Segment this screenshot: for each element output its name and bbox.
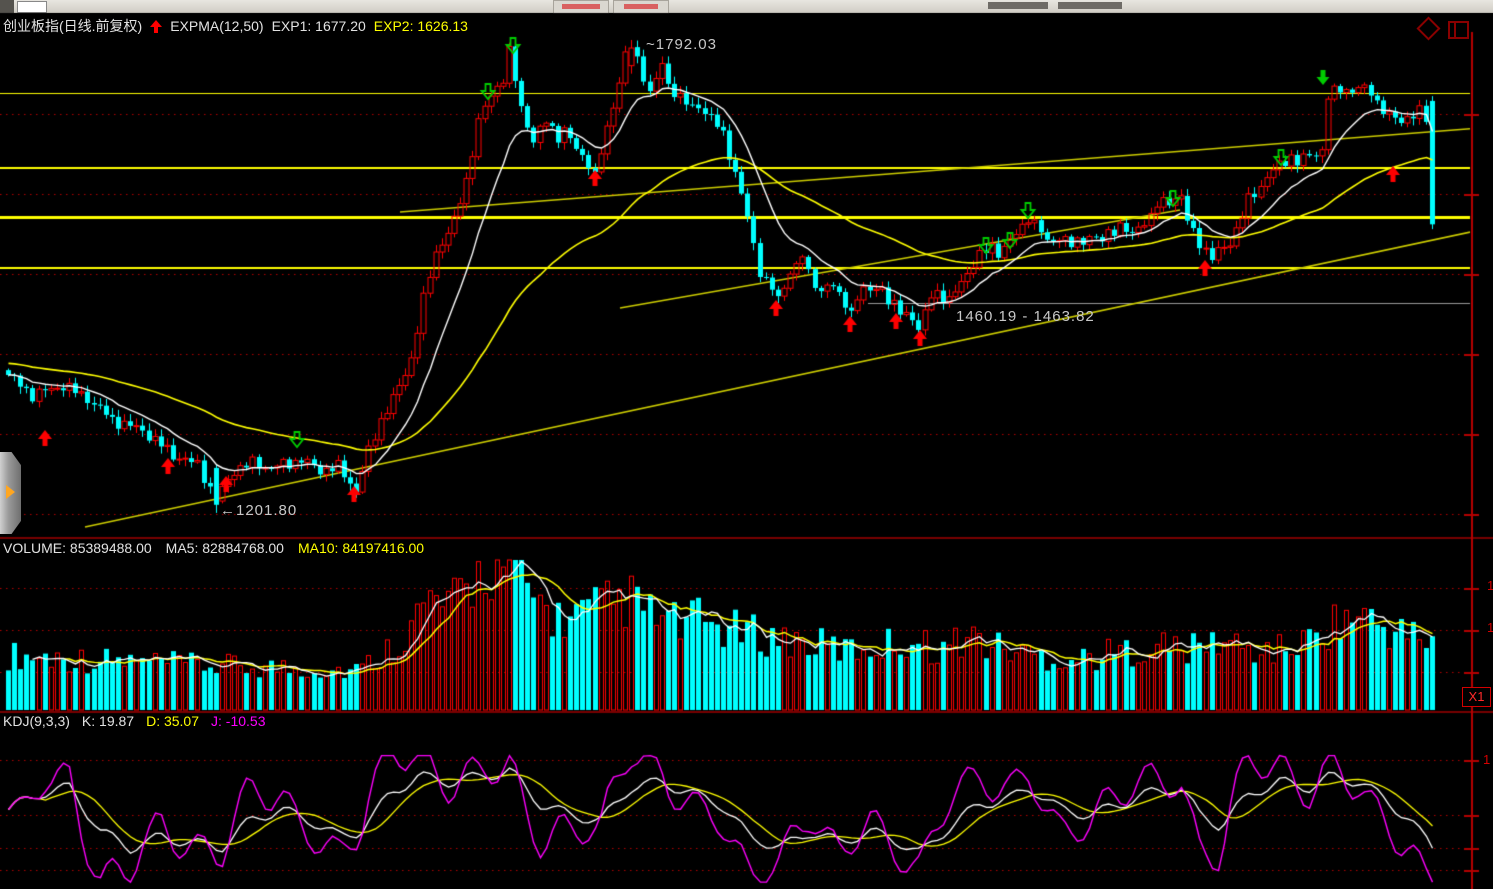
main-chart-header: 创业板指(日线.前复权) EXPMA(12,50) EXP1: 1677.20 … bbox=[3, 16, 468, 36]
flyout-arrow-icon bbox=[6, 485, 15, 499]
volume-ma5-value: MA5: 82884768.00 bbox=[165, 540, 284, 556]
indicator-name[interactable]: EXPMA(12,50) bbox=[170, 18, 264, 34]
window-restore-icon[interactable] bbox=[1448, 21, 1469, 39]
volume-label[interactable]: VOLUME: 85389488.00 bbox=[3, 540, 152, 556]
kdj-label[interactable]: KDJ(9,3,3) bbox=[3, 713, 70, 729]
range-annotation: 1460.19 - 1463.82 bbox=[956, 308, 1095, 325]
buy-signal-arrow-icon bbox=[150, 19, 163, 33]
vol-axis-fragment-2: 1 bbox=[1487, 620, 1493, 635]
vol-axis-fragment-1: 1 bbox=[1487, 578, 1493, 593]
low-annotation: ←1201.80 bbox=[220, 502, 298, 519]
kdj-d-value: D: 35.07 bbox=[146, 713, 200, 729]
kdj-axis-label: 1 bbox=[1483, 752, 1491, 767]
kdj-j-value: J: -10.53 bbox=[211, 713, 266, 729]
kdj-k-value: K: 19.87 bbox=[81, 713, 135, 729]
peak-annotation: ~1792.03 bbox=[646, 36, 717, 53]
volume-ma10-value: MA10: 84197416.00 bbox=[297, 540, 425, 556]
exp1-value: EXP1: 1677.20 bbox=[271, 18, 366, 34]
x1-badge[interactable]: X1 bbox=[1462, 687, 1491, 707]
chart-title: 创业板指(日线.前复权) bbox=[3, 18, 143, 34]
pane-flyout-handle[interactable] bbox=[0, 452, 21, 534]
kdj-header: KDJ(9,3,3) K: 19.87 D: 35.07 J: -10.53 bbox=[3, 713, 266, 729]
exp2-value: EXP2: 1626.13 bbox=[373, 18, 468, 34]
volume-header: VOLUME: 85389488.00 MA5: 82884768.00 MA1… bbox=[3, 540, 424, 556]
